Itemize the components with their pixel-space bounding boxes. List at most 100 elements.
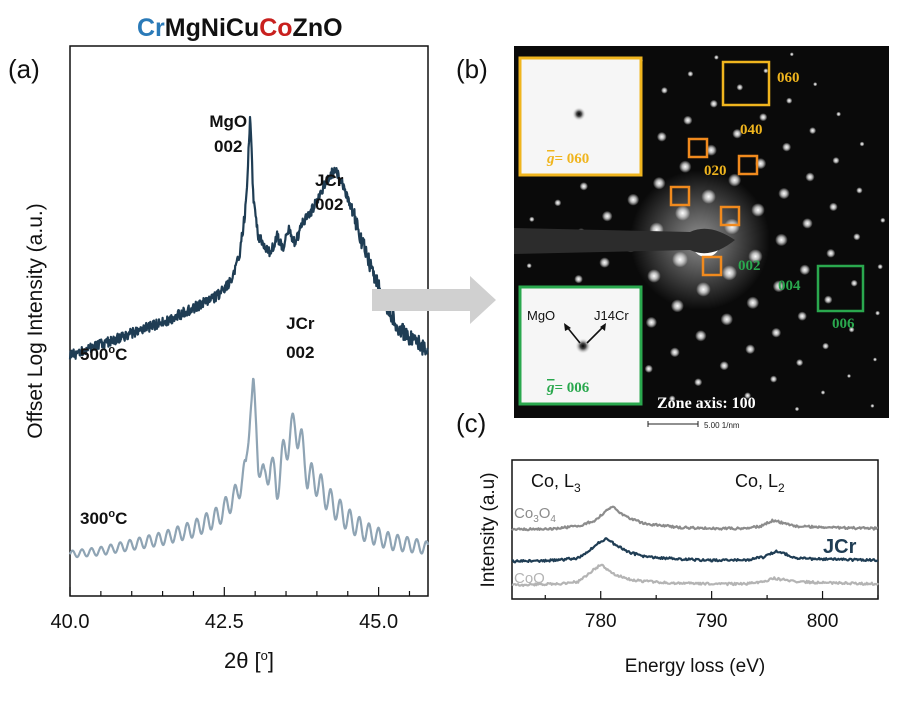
diffraction-spot: [675, 205, 691, 221]
diffraction-spot: [724, 218, 740, 235]
eels-series-line: [511, 563, 879, 587]
xrd-series-label-500: 500oC: [80, 344, 127, 364]
eels-y-axis-label: Intensity (a.u): [478, 472, 499, 587]
diffraction-spot: [870, 403, 875, 408]
spot-label-002: 002: [738, 258, 761, 274]
eels-x-axis-label: Energy loss (eV): [625, 656, 765, 677]
xrd-plot-frame: [69, 45, 429, 597]
spot-label-006: 006: [832, 316, 855, 332]
diffraction-spot: [802, 218, 813, 229]
xrd-y-axis-label: Offset Log Intensity (a.u.): [24, 203, 47, 438]
inset-006-mgo-label: MgO: [527, 308, 555, 323]
eels-tick-label: 800: [807, 611, 839, 632]
diffraction-spot: [771, 327, 782, 338]
diffraction-spot: [744, 392, 751, 399]
title-part-zno: ZnO: [293, 14, 343, 42]
diffraction-spot: [797, 311, 807, 321]
beam-stop: [514, 228, 735, 254]
diffraction-spot: [656, 131, 667, 142]
diffraction-spot: [805, 172, 815, 182]
diffraction-spot: [627, 193, 640, 206]
box-mid-1: [669, 185, 691, 207]
xrd-x-axis-label: 2θ [o]: [224, 648, 274, 673]
title-part-co: Co: [259, 14, 292, 42]
box-mid-2: [719, 205, 741, 227]
inset-006-arrow-right: [586, 326, 604, 344]
diffraction-spot: [721, 265, 738, 281]
eels-edge-label-l2: Co, L2: [735, 471, 785, 495]
eels-chart: 780 790 800 Co, L3 Co, L2 Co3O4 JCr CoO In…: [478, 459, 879, 677]
xrd-series-line: [68, 377, 430, 559]
diffraction-spot: [829, 202, 838, 212]
xrd-peak-annotation: JCr: [286, 314, 315, 333]
xrd-tick-label: 40.0: [51, 611, 90, 633]
title-part-cr: Cr: [137, 14, 165, 42]
panel-label-a: (a): [8, 54, 40, 84]
xrd-series: [68, 115, 430, 559]
box-040: [687, 137, 709, 159]
diffraction-spot: [789, 52, 794, 57]
eels-series-label-co3o4: Co3O4: [514, 505, 556, 525]
diffraction-spot: [579, 182, 588, 191]
diffraction-spot: [705, 144, 717, 156]
figure-title: CrMgNiCuCoZnO: [137, 14, 343, 42]
diffraction-spot: [554, 199, 562, 207]
diffraction-spot: [574, 274, 583, 284]
inset-006-caption: g= 006: [546, 380, 590, 396]
diffraction-spot: [661, 87, 668, 94]
eels-series-label-coo: CoO: [514, 570, 545, 587]
panel-label-b: (b): [456, 54, 488, 84]
diffraction-spot: [719, 361, 729, 371]
box-006: [816, 264, 865, 313]
diffraction-spot: [720, 313, 733, 326]
diffraction-spot: [770, 375, 778, 383]
diffraction-spot: [786, 97, 793, 104]
diffraction-spot: [856, 187, 863, 194]
diffraction-spot: [880, 217, 886, 223]
inset-006-jcr-label: J14Cr: [594, 308, 629, 323]
spot-label-004: 004: [778, 278, 801, 294]
inset-060-frame: [518, 56, 643, 177]
xrd-annotations: MgO 002 JCr 002 JCr 002: [209, 112, 343, 362]
diffraction-spot: [799, 264, 811, 276]
diffraction-spot: [859, 141, 865, 147]
spot-label-040: 040: [740, 122, 763, 138]
diffraction-spot: [709, 99, 718, 108]
xrd-peak-annotation-index: 002: [315, 195, 343, 214]
spot-label-020: 020: [704, 163, 727, 179]
box-002: [701, 255, 723, 277]
scale-bar-strip: [514, 418, 889, 431]
diffraction-spot: [826, 248, 836, 258]
zone-axis-label: Zone axis: 100: [657, 395, 756, 412]
diffraction-spot: [687, 71, 694, 77]
diffraction-spot: [836, 111, 841, 117]
diffraction-spot: [645, 316, 658, 328]
scale-bar-label: 5.00 1/nm: [704, 421, 740, 430]
xrd-series-label-300: 300oC: [80, 508, 127, 528]
xrd-peak-annotation-index: 002: [214, 137, 242, 156]
eels-tick-label: 780: [585, 611, 617, 632]
diffraction-spot: [763, 68, 769, 74]
inset-060-spot: [572, 107, 586, 121]
diffraction-spot: [813, 82, 818, 87]
diffraction-spot: [696, 282, 711, 297]
diffraction-spot: [824, 295, 833, 304]
diffraction-spot: [794, 406, 800, 412]
diffraction-spot: [732, 128, 743, 139]
diffraction-spot: [672, 251, 688, 268]
diffraction-spot: [652, 176, 666, 190]
diffraction-spot: [670, 299, 684, 313]
diffraction-spot: [644, 364, 653, 373]
diffraction-spot: [526, 263, 532, 269]
diffraction-spot: [736, 84, 744, 91]
eels-tick-label: 790: [696, 611, 728, 632]
box-060: [721, 60, 771, 107]
diffraction-panel: g= 060 MgO J14Cr g= 006 060 040 020 002 …: [514, 46, 889, 431]
diffraction-spot: [875, 310, 880, 316]
diffraction-spot: [679, 160, 692, 173]
diffraction-spot: [759, 113, 768, 122]
diffraction-spot: [701, 189, 716, 204]
diffraction-spot: [599, 257, 610, 268]
box-020: [737, 154, 759, 176]
